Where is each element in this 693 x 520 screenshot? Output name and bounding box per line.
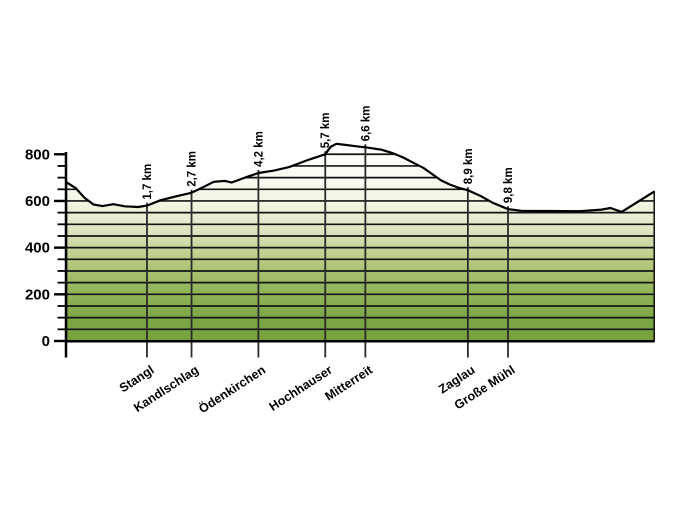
km-marker-label: 4,2 km (253, 131, 265, 167)
y-axis-label-600: 600 (25, 193, 50, 210)
km-marker-label: 6,6 km (360, 105, 372, 141)
y-axis-label-400: 400 (25, 240, 50, 257)
km-marker-label: 5,7 km (320, 112, 332, 148)
y-axis-label-800: 800 (25, 146, 50, 163)
elevation-outline (65, 142, 655, 213)
elevation-area (65, 143, 655, 342)
place-label: Ödenkirchen (196, 362, 268, 416)
y-axis-label-200: 200 (25, 286, 50, 303)
km-marker-label: 9,8 km (503, 167, 515, 203)
y-axis-label-0: 0 (42, 333, 50, 350)
km-marker-label: 1,7 km (142, 164, 154, 200)
km-marker-label: 2,7 km (187, 151, 199, 187)
place-label: Hochhauser (267, 363, 335, 414)
km-marker-label: 8,9 km (463, 148, 475, 184)
